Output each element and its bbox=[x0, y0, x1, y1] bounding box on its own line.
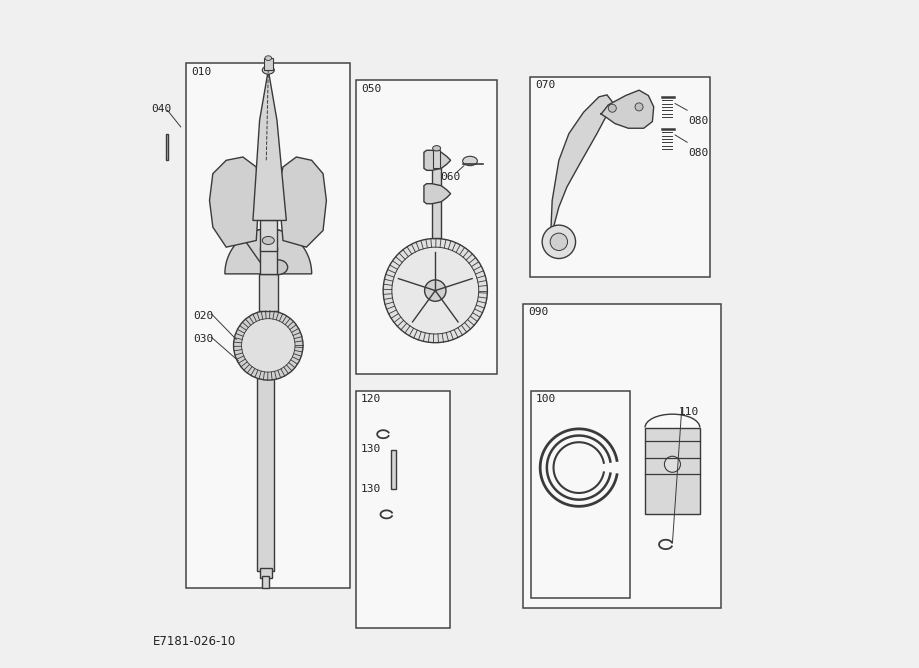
Polygon shape bbox=[166, 134, 168, 160]
Bar bbox=[523, 304, 720, 608]
Circle shape bbox=[242, 319, 295, 372]
Circle shape bbox=[425, 280, 446, 301]
Bar bbox=[264, 58, 273, 70]
Text: 070: 070 bbox=[534, 80, 554, 90]
Bar bbox=[186, 63, 349, 588]
Text: 020: 020 bbox=[193, 311, 213, 321]
Text: 010: 010 bbox=[190, 67, 210, 77]
Circle shape bbox=[391, 247, 478, 334]
Circle shape bbox=[382, 238, 487, 343]
Bar bbox=[262, 576, 268, 588]
Circle shape bbox=[550, 233, 567, 250]
Text: 090: 090 bbox=[528, 307, 548, 317]
Bar bbox=[259, 247, 277, 274]
Polygon shape bbox=[224, 229, 293, 274]
Polygon shape bbox=[599, 90, 653, 128]
Bar bbox=[356, 80, 496, 374]
Bar bbox=[390, 450, 395, 489]
Text: 050: 050 bbox=[361, 84, 381, 94]
Text: 130: 130 bbox=[361, 444, 381, 454]
Circle shape bbox=[664, 456, 680, 472]
Polygon shape bbox=[550, 95, 613, 247]
Bar bbox=[256, 351, 274, 571]
Ellipse shape bbox=[262, 66, 274, 74]
Ellipse shape bbox=[268, 260, 288, 275]
Bar bbox=[529, 77, 709, 277]
Bar bbox=[531, 391, 630, 598]
Text: 040: 040 bbox=[152, 104, 172, 114]
Bar bbox=[432, 168, 441, 238]
Ellipse shape bbox=[432, 146, 440, 151]
Circle shape bbox=[233, 311, 302, 380]
Polygon shape bbox=[424, 184, 450, 204]
Text: 080: 080 bbox=[687, 148, 708, 158]
Text: 110: 110 bbox=[678, 407, 698, 418]
Bar bbox=[433, 150, 439, 168]
Polygon shape bbox=[243, 229, 312, 274]
Text: 120: 120 bbox=[361, 394, 381, 404]
Text: 060: 060 bbox=[439, 172, 460, 182]
Bar bbox=[644, 428, 699, 514]
Polygon shape bbox=[253, 70, 286, 220]
Bar bbox=[259, 220, 277, 250]
Text: 130: 130 bbox=[361, 484, 381, 494]
Polygon shape bbox=[424, 150, 450, 170]
Polygon shape bbox=[210, 157, 259, 247]
Circle shape bbox=[634, 103, 642, 111]
Ellipse shape bbox=[462, 156, 477, 166]
Polygon shape bbox=[278, 157, 326, 247]
Circle shape bbox=[541, 225, 575, 259]
Ellipse shape bbox=[262, 236, 274, 244]
Bar bbox=[259, 568, 271, 578]
Bar bbox=[356, 391, 449, 628]
Text: 030: 030 bbox=[193, 334, 213, 344]
Text: E7181-026-10: E7181-026-10 bbox=[153, 635, 235, 647]
Text: 080: 080 bbox=[687, 116, 708, 126]
Text: 100: 100 bbox=[536, 394, 556, 404]
Bar bbox=[258, 274, 278, 311]
Ellipse shape bbox=[265, 56, 271, 61]
Circle shape bbox=[607, 104, 616, 112]
